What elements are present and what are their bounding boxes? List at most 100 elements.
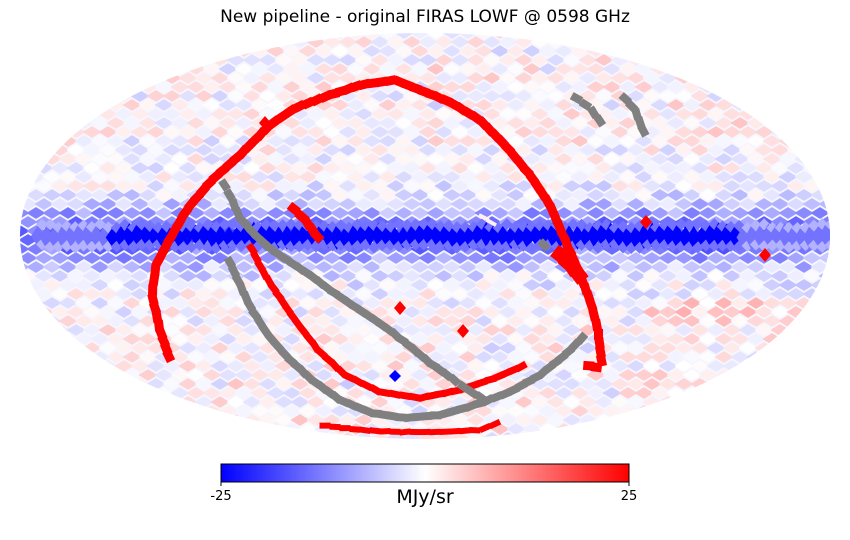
sky-pixel bbox=[90, 189, 110, 201]
sky-pixel bbox=[674, 270, 694, 282]
sky-pixel bbox=[522, 63, 542, 75]
sky-pixel bbox=[738, 126, 758, 138]
sky-pixel bbox=[498, 54, 518, 66]
sky-pixel bbox=[466, 54, 486, 66]
sky-pixel bbox=[538, 405, 558, 417]
sky-pixel bbox=[330, 153, 350, 165]
sky-pixel bbox=[146, 126, 166, 138]
sky-pixel bbox=[402, 432, 422, 439]
sky-pixel bbox=[122, 297, 142, 309]
scan-ring-south-edge-segment bbox=[439, 428, 451, 435]
sky-pixel bbox=[386, 360, 406, 372]
sky-pixel bbox=[642, 108, 662, 120]
sky-pixel bbox=[682, 369, 702, 381]
sky-pixel bbox=[162, 72, 182, 84]
scan-ring-south-edge-segment bbox=[379, 427, 391, 435]
sky-pixel bbox=[226, 72, 246, 84]
sky-pixel bbox=[466, 252, 486, 264]
sky-pixel bbox=[186, 369, 206, 381]
sky-pixel bbox=[98, 288, 118, 300]
sky-pixel bbox=[114, 306, 134, 318]
sky-pixel bbox=[618, 207, 638, 219]
sky-pixel bbox=[594, 162, 614, 174]
scan-ring-west-segment bbox=[148, 284, 158, 296]
sky-pixel bbox=[42, 171, 62, 183]
masked-southern-arc bbox=[403, 412, 416, 423]
sky-pixel bbox=[746, 279, 766, 291]
sky-pixel bbox=[610, 306, 630, 318]
sky-pixel bbox=[530, 252, 550, 264]
sky-pixel bbox=[562, 288, 582, 300]
sky-pixel bbox=[602, 387, 622, 399]
sky-pixel bbox=[650, 81, 670, 93]
sky-pixel bbox=[722, 324, 742, 336]
sky-pixel bbox=[90, 297, 110, 309]
sky-pixel bbox=[90, 279, 110, 291]
sky-pixel bbox=[530, 288, 550, 300]
sky-pixel bbox=[738, 108, 758, 120]
sky-pixel bbox=[658, 306, 678, 318]
sky-pixel bbox=[778, 279, 798, 291]
sky-pixel bbox=[506, 279, 526, 291]
sky-pixel bbox=[250, 279, 270, 291]
sky-pixel bbox=[234, 99, 254, 111]
sky-pixel bbox=[522, 387, 542, 399]
scan-ring-north-east-segment bbox=[588, 308, 600, 322]
sky-pixel bbox=[554, 405, 574, 417]
sky-pixel bbox=[690, 90, 710, 102]
sky-pixel bbox=[274, 378, 294, 390]
sky-pixel bbox=[378, 297, 398, 309]
sky-pixel bbox=[386, 90, 406, 102]
sky-pixel bbox=[618, 369, 638, 381]
plane-pixel bbox=[226, 218, 239, 231]
sky-pixel bbox=[482, 360, 502, 372]
sky-pixel bbox=[490, 45, 510, 57]
scan-ring-north-east-segment bbox=[585, 298, 598, 312]
sky-pixel bbox=[754, 198, 774, 210]
sky-pixel bbox=[274, 54, 294, 66]
sky-pixel bbox=[370, 144, 390, 156]
sky-pixel bbox=[290, 396, 310, 408]
sky-pixel bbox=[386, 396, 406, 408]
sky-pixel bbox=[330, 189, 350, 201]
sky-pixel bbox=[266, 387, 286, 399]
sky-pixel bbox=[794, 279, 814, 291]
sky-pixel bbox=[482, 288, 502, 300]
sky-pixel bbox=[338, 414, 358, 426]
sky-pixel bbox=[506, 315, 526, 327]
sky-pixel bbox=[162, 252, 182, 264]
sky-pixel bbox=[138, 153, 158, 165]
sky-pixel bbox=[650, 171, 670, 183]
sky-pixel bbox=[378, 171, 398, 183]
sky-pixel bbox=[434, 288, 454, 300]
sky-pixel bbox=[58, 297, 78, 309]
sky-pixel bbox=[546, 126, 566, 138]
sky-pixel bbox=[562, 360, 582, 372]
sky-pixel bbox=[274, 144, 294, 156]
sky-pixel bbox=[522, 297, 542, 309]
sky-pixel bbox=[626, 360, 646, 372]
sky-pixel bbox=[466, 360, 486, 372]
scan-ring-north-east-segment bbox=[593, 328, 604, 340]
sky-pixel bbox=[106, 207, 126, 219]
sky-pixel bbox=[20, 189, 30, 201]
sky-pixel bbox=[106, 351, 126, 363]
sky-pixel bbox=[114, 108, 134, 120]
sky-pixel bbox=[754, 288, 774, 300]
sky-pixel bbox=[466, 36, 486, 48]
sky-pixel bbox=[266, 153, 286, 165]
scan-ring-south-edge-segment bbox=[359, 426, 371, 435]
scan-ring-south-inner-segment bbox=[378, 388, 392, 398]
sky-pixel bbox=[666, 81, 686, 93]
sky-pixel bbox=[98, 342, 118, 354]
sky-pixel bbox=[666, 315, 686, 327]
sky-pixel bbox=[354, 54, 374, 66]
sky-pixel bbox=[514, 432, 534, 439]
sky-pixel bbox=[546, 90, 566, 102]
sky-pixel bbox=[714, 135, 734, 147]
sky-pixel bbox=[474, 171, 494, 183]
sky-pixel bbox=[722, 180, 742, 192]
sky-pixel bbox=[634, 387, 654, 399]
sky-pixel bbox=[354, 126, 374, 138]
sky-pixel bbox=[778, 297, 798, 309]
